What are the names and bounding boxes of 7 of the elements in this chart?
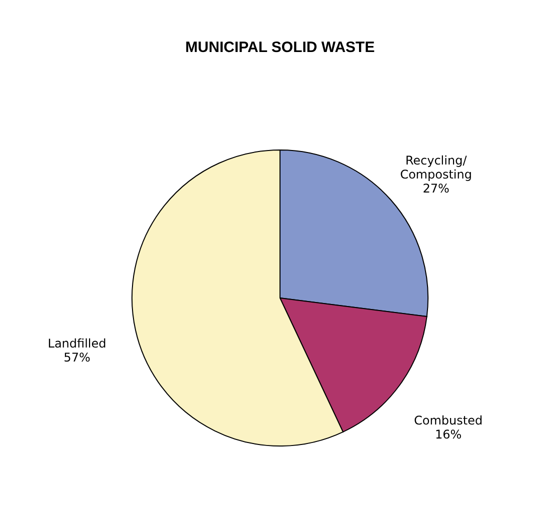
data-label: 57% — [64, 350, 90, 364]
chart-title: MUNICIPAL SOLID WASTE — [185, 39, 375, 56]
slice-label: Recycling/ Composting — [400, 153, 472, 182]
slice-label: Landfilled — [48, 336, 106, 350]
data-label: 16% — [434, 427, 462, 442]
data-label: 27% — [422, 181, 450, 196]
slice-label: Combusted — [414, 413, 483, 428]
